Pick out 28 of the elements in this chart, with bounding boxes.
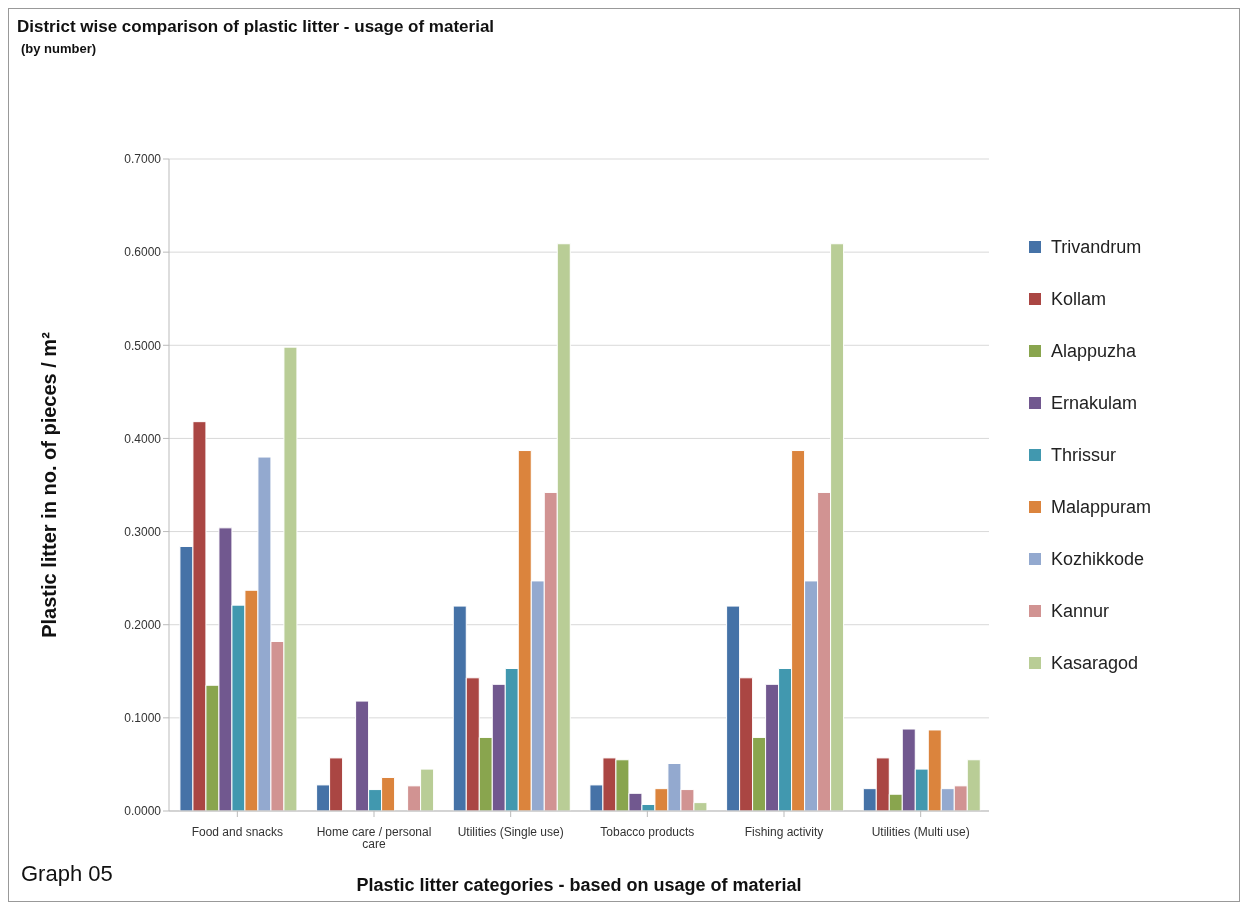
y-tick-label: 0.7000 (124, 152, 162, 167)
x-tick-label: Home care / personal care (316, 824, 432, 851)
legend-label: Kollam (1051, 288, 1107, 310)
text: (by number) (21, 41, 97, 56)
chart-title: District wise comparison of plastic litter - usage of material (17, 17, 495, 37)
legend-label: Kasaragod (1051, 652, 1139, 674)
legend-label: Trivandrum (1051, 236, 1142, 258)
y-tick-label: 0.0000 (124, 804, 162, 819)
caption: Graph 05 (21, 861, 113, 887)
y-tick-label: 0.6000 (124, 245, 162, 260)
legend-label: Malappuram (1051, 496, 1152, 518)
y-tick-label: 0.3000 (124, 524, 162, 539)
legend-label: Thrissur (1051, 444, 1117, 466)
x-tick-label: Fishing activity (744, 824, 824, 839)
y-tick-label: 0.5000 (124, 338, 162, 353)
x-tick-label: Utilities (Single use) (457, 824, 564, 839)
legend-label: Ernakulam (1051, 392, 1138, 414)
y-tick-label: 0.2000 (124, 617, 162, 632)
y-tick-label: 0.4000 (124, 431, 162, 446)
x-tick-label: Tobacco products (600, 824, 695, 839)
x-axis-title: Plastic litter categories - based on usage of material (356, 875, 802, 895)
x-tick-label: Food and snacks (191, 824, 284, 839)
y-tick-label: 0.1000 (124, 711, 162, 726)
x-tick-label: Utilities (Multi use) (871, 824, 970, 839)
y-axis-title: Plastic litter in no. of pieces / m² (38, 331, 61, 638)
legend-label: Alappuzha (1051, 340, 1137, 362)
legend-label: Kozhikkode (1051, 548, 1145, 570)
legend-label: Kannur (1051, 600, 1110, 622)
